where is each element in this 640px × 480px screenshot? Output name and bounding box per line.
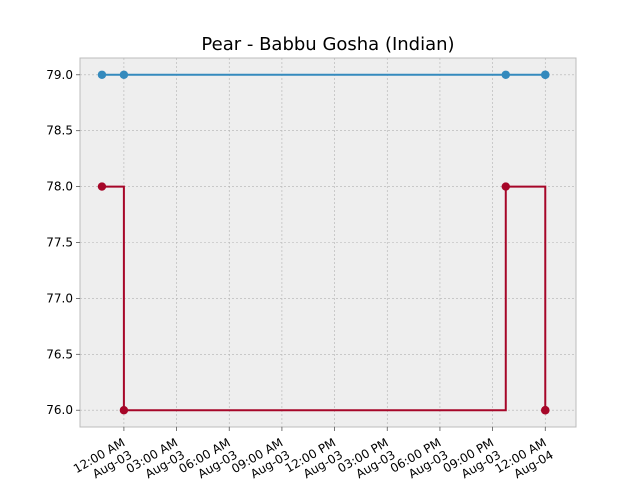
data-point xyxy=(119,406,129,415)
y-tick-label: 77.5 xyxy=(46,236,73,250)
data-point xyxy=(119,70,129,79)
y-tick-label: 79.0 xyxy=(46,68,73,82)
data-point xyxy=(541,406,550,415)
data-point xyxy=(97,182,107,191)
y-axis: 79.0 78.5 78.0 77.5 77.0 76.5 76.0 xyxy=(46,68,80,417)
series-line-1 xyxy=(101,185,547,412)
data-point xyxy=(501,182,510,191)
chart-title: Pear - Babbu Gosha (Indian) xyxy=(201,34,454,55)
series-layer xyxy=(97,70,550,415)
y-tick-label: 76.0 xyxy=(46,403,73,417)
y-tick-label: 76.5 xyxy=(46,347,73,361)
data-point xyxy=(501,70,510,79)
y-tick-label: 77.0 xyxy=(46,291,73,305)
y-tick-label: 78.5 xyxy=(46,124,73,138)
data-point xyxy=(97,70,107,79)
data-point xyxy=(541,70,550,79)
y-tick-label: 78.0 xyxy=(46,180,73,194)
